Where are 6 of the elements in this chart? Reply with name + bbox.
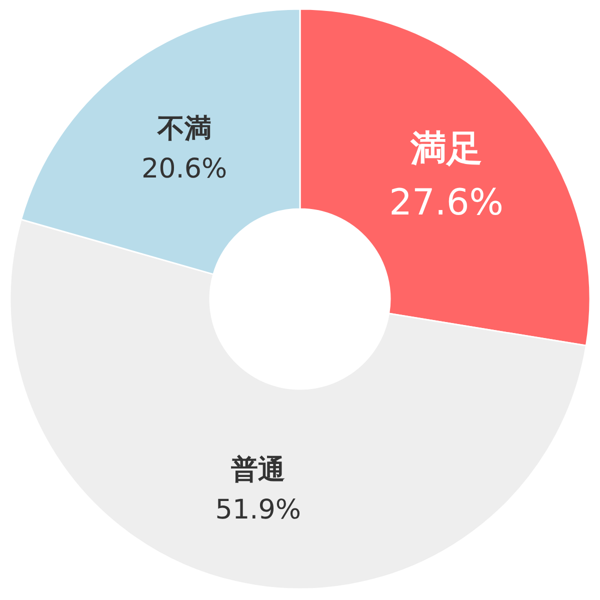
slice-label: 普通 xyxy=(230,454,286,486)
data-label: 27.6% xyxy=(389,182,504,224)
slice-label: 満足 xyxy=(409,128,482,170)
data-label: 51.9% xyxy=(215,494,302,526)
slice-label: 不満 xyxy=(156,114,212,145)
data-label: 20.6% xyxy=(141,154,228,185)
